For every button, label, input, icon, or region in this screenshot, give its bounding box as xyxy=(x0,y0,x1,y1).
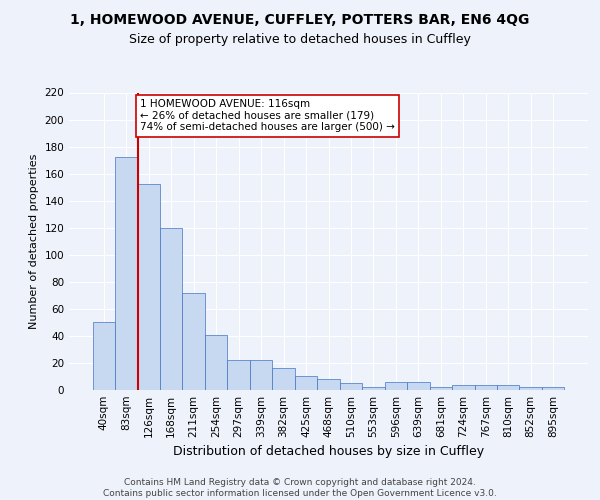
Text: Size of property relative to detached houses in Cuffley: Size of property relative to detached ho… xyxy=(129,32,471,46)
Bar xyxy=(520,388,542,390)
Text: Contains HM Land Registry data © Crown copyright and database right 2024.
Contai: Contains HM Land Registry data © Crown c… xyxy=(103,478,497,498)
Bar xyxy=(160,228,182,390)
Bar xyxy=(452,384,475,390)
Bar xyxy=(317,379,340,390)
Bar xyxy=(115,158,137,390)
Bar xyxy=(497,384,520,390)
Bar xyxy=(475,384,497,390)
Bar xyxy=(182,292,205,390)
X-axis label: Distribution of detached houses by size in Cuffley: Distribution of detached houses by size … xyxy=(173,446,484,458)
Bar xyxy=(250,360,272,390)
Bar xyxy=(340,383,362,390)
Bar xyxy=(362,388,385,390)
Bar xyxy=(227,360,250,390)
Bar xyxy=(542,388,565,390)
Bar xyxy=(205,334,227,390)
Text: 1 HOMEWOOD AVENUE: 116sqm
← 26% of detached houses are smaller (179)
74% of semi: 1 HOMEWOOD AVENUE: 116sqm ← 26% of detac… xyxy=(140,100,395,132)
Text: 1, HOMEWOOD AVENUE, CUFFLEY, POTTERS BAR, EN6 4QG: 1, HOMEWOOD AVENUE, CUFFLEY, POTTERS BAR… xyxy=(70,12,530,26)
Bar xyxy=(385,382,407,390)
Y-axis label: Number of detached properties: Number of detached properties xyxy=(29,154,39,329)
Bar xyxy=(272,368,295,390)
Bar xyxy=(92,322,115,390)
Bar xyxy=(137,184,160,390)
Bar xyxy=(407,382,430,390)
Bar xyxy=(430,388,452,390)
Bar xyxy=(295,376,317,390)
